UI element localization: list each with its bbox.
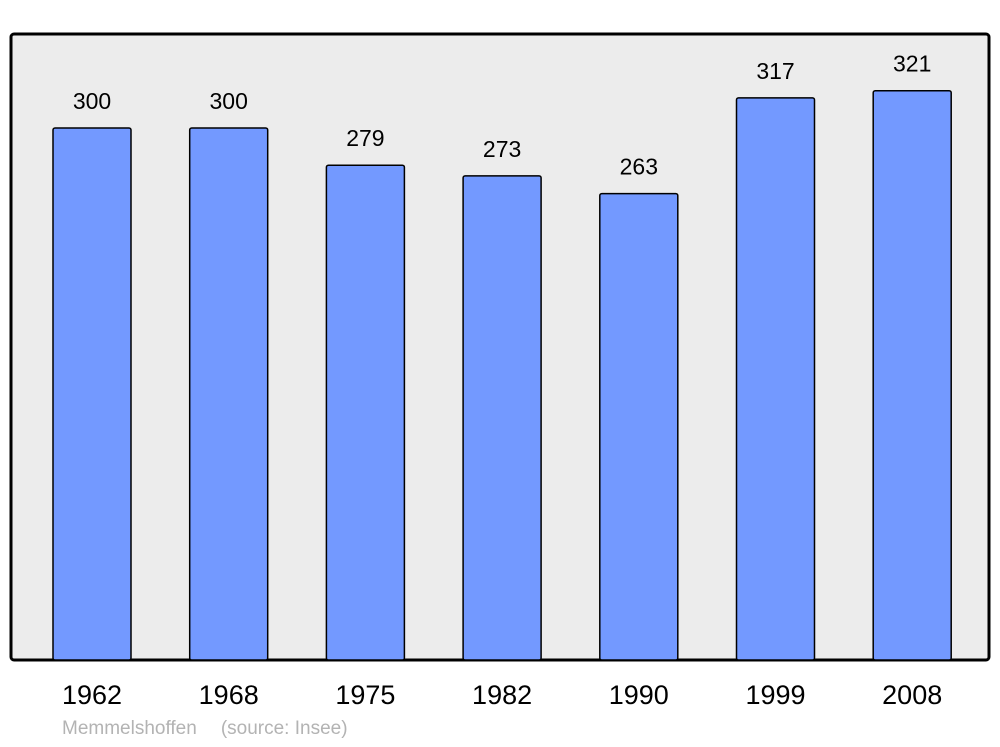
data-label-1962: 300 (73, 88, 111, 114)
data-label-1975: 279 (346, 125, 384, 151)
bar-1962 (52, 127, 132, 661)
bar-1975 (325, 164, 406, 661)
x-tick-label-1982: 1982 (472, 680, 532, 710)
x-tick-label-1975: 1975 (335, 680, 395, 710)
data-label-1990: 263 (620, 154, 658, 180)
bar-1999 (735, 97, 816, 661)
bar-1990 (599, 192, 679, 661)
x-tick-label-1999: 1999 (745, 680, 805, 710)
x-tick-label-1968: 1968 (199, 680, 259, 710)
footer-place: Memmelshoffen (62, 718, 197, 739)
data-label-2008: 321 (893, 51, 931, 77)
x-tick-label-2008: 2008 (882, 680, 942, 710)
bar-1968 (188, 127, 269, 661)
bar-1982 (462, 175, 542, 661)
data-label-1999: 317 (756, 58, 794, 84)
chart-footer: Memmelshoffen (source: Insee) (62, 718, 372, 740)
data-label-1982: 273 (483, 136, 521, 162)
data-label-1968: 300 (210, 88, 248, 114)
footer-source: (source: Insee) (220, 718, 348, 739)
x-tick-label-1990: 1990 (609, 680, 669, 710)
x-tick-label-1962: 1962 (62, 680, 122, 710)
bar-2008 (872, 89, 952, 661)
